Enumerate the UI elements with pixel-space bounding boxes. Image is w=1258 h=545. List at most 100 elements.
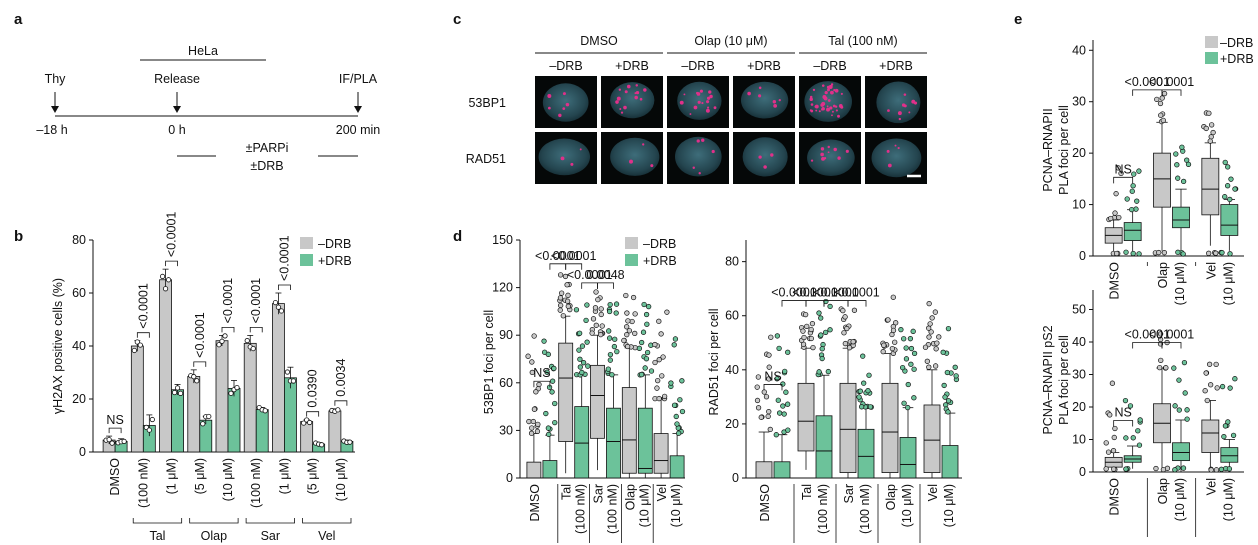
outlier-point (585, 363, 591, 369)
outlier-point (781, 411, 787, 417)
legend-minus: –DRB (643, 237, 676, 251)
focus (809, 97, 813, 102)
outlier-point (1160, 117, 1166, 124)
outlier-point (558, 302, 564, 308)
box-plus-drb (1172, 442, 1190, 462)
replicate-point (244, 338, 250, 344)
focus (634, 95, 638, 100)
outlier-point (593, 322, 599, 328)
outlier-point (890, 294, 896, 300)
outlier-point (1160, 466, 1167, 473)
arrowhead-ifpla (354, 106, 362, 113)
box-minus-drb (653, 433, 669, 474)
outlier-point (529, 369, 535, 376)
focus (809, 95, 813, 99)
outlier-point (1127, 403, 1134, 409)
significance-label: <0.0001 (1125, 328, 1171, 342)
focus (706, 100, 710, 104)
outlier-point (804, 323, 810, 330)
chartD1-category-label: Vel (655, 484, 669, 501)
outlier-point (816, 310, 822, 316)
outlier-point (1214, 385, 1220, 391)
box-plus-drb (606, 407, 621, 479)
outlier-point (1156, 249, 1162, 256)
replicate-point (278, 308, 285, 314)
box-minus-drb (590, 364, 605, 439)
bar-minus-drb (159, 279, 172, 453)
outlier-point (557, 307, 563, 313)
outlier-point (1174, 162, 1180, 168)
outlier-point (850, 339, 856, 345)
outlier-point (827, 303, 833, 310)
significance-label: <0.0001 (834, 286, 880, 300)
outlier-point (1202, 388, 1208, 394)
replicate-point (159, 273, 166, 280)
legend-plus: +DRB (318, 254, 352, 268)
outlier-point (929, 315, 935, 321)
e2-ylabel2: PLA foci per cell (1057, 335, 1071, 425)
box-minus-drb (526, 461, 542, 479)
outlier-point (659, 373, 665, 379)
outlier-point (592, 305, 599, 311)
box-plus-drb (857, 428, 875, 479)
significance-label: 0.0390 (306, 369, 320, 407)
panel-letter-e: e (1014, 11, 1022, 28)
replicate-point (222, 333, 228, 339)
outlier-point (945, 325, 952, 332)
outlier-point (1123, 466, 1129, 472)
drb-column-header: –DRB (549, 59, 582, 73)
focus (709, 94, 713, 99)
chartD2-category-label: Olap (884, 484, 898, 510)
outlier-point (1135, 428, 1141, 434)
focus (897, 146, 900, 150)
outlier-point (1163, 365, 1169, 371)
outlier-point (1109, 380, 1116, 386)
box-plus-drb (815, 415, 833, 479)
significance-label: <0.0001 (813, 286, 859, 300)
replicate-point (106, 436, 112, 443)
significance-label: <0.0001 (165, 212, 179, 258)
focus (758, 155, 762, 159)
outlier-point (552, 400, 558, 407)
b-legend: –DRB +DRB (300, 237, 352, 268)
focus (679, 100, 684, 105)
group-bracket (245, 518, 295, 524)
outlier-point (861, 380, 867, 386)
outlier-point (595, 296, 601, 303)
outlier-point (933, 346, 939, 352)
bar-minus-drb (243, 342, 257, 453)
significance-bracket (249, 327, 263, 333)
significance-label: <0.0001 (535, 249, 581, 263)
outlier-point (564, 282, 570, 288)
outlier-point (1158, 357, 1164, 364)
nucleus (610, 82, 655, 119)
outlier-point (564, 298, 571, 304)
outlier-point (945, 409, 951, 415)
outlier-point (819, 355, 825, 362)
replicate-point (272, 300, 279, 306)
chartE1-y-tick-label: 10 (1072, 198, 1086, 212)
cell-line-label: HeLa (188, 44, 218, 58)
outlier-point (1124, 196, 1130, 202)
chartE1-category-label: DMSO (1108, 262, 1122, 300)
b-y-tick-label: 20 (72, 392, 86, 406)
outlier-point (755, 405, 762, 411)
outlier-point (860, 353, 866, 359)
outlier-point (1222, 159, 1228, 166)
outlier-point (1118, 170, 1124, 177)
outlier-point (552, 419, 558, 426)
focus (770, 153, 774, 157)
outlier-point (609, 372, 615, 378)
condition-header: DMSO (580, 34, 618, 48)
outlier-point (648, 368, 655, 374)
focus (705, 108, 710, 113)
arrowhead-release (173, 106, 181, 113)
box-minus-drb (1153, 152, 1171, 208)
focus (711, 149, 715, 154)
significance-bracket (1161, 342, 1182, 349)
box-plus-drb (574, 406, 590, 479)
chartD1-y-tick-label: 120 (492, 281, 513, 295)
outlier-point (1176, 377, 1182, 383)
